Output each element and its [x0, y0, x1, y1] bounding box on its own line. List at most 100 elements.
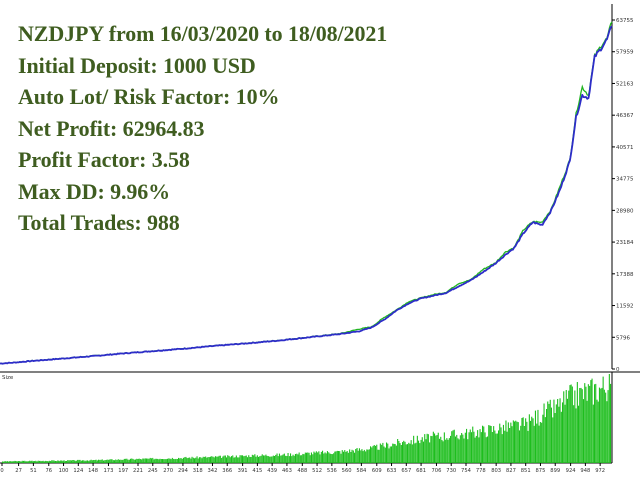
lots-xtick-label: 245	[148, 468, 158, 474]
lot-bar	[578, 405, 580, 463]
lot-bar	[186, 458, 188, 463]
lot-bar	[152, 457, 154, 463]
lot-bar	[115, 459, 117, 463]
lot-bar	[227, 455, 229, 463]
lot-bar	[544, 417, 546, 463]
lot-bar	[147, 458, 149, 463]
lot-bar	[2, 461, 4, 463]
lot-bar	[171, 457, 173, 463]
lot-bar	[576, 382, 578, 463]
lot-bar	[29, 460, 31, 463]
balance-ytick-label: 28980	[616, 208, 634, 214]
lot-bar	[421, 437, 423, 463]
lot-bar	[217, 456, 219, 463]
lot-bar	[363, 449, 365, 463]
stats-line-profit-factor: Profit Factor: 3.58	[18, 147, 190, 172]
lot-bar	[429, 442, 431, 463]
lot-bar	[34, 461, 36, 463]
lot-bar	[154, 458, 156, 463]
lot-bar	[70, 460, 72, 463]
lot-bar	[597, 401, 599, 463]
lot-bar	[99, 459, 101, 463]
lot-bar	[293, 455, 295, 463]
lot-bar	[213, 457, 215, 463]
lot-bar	[543, 403, 545, 463]
lot-bar	[603, 389, 605, 463]
lot-bar	[608, 374, 610, 463]
lot-bar	[405, 444, 407, 463]
lot-bar	[281, 455, 283, 463]
lot-bar	[330, 454, 332, 463]
lot-bar	[530, 420, 532, 463]
lot-bar	[319, 454, 321, 463]
lot-bar	[586, 400, 588, 463]
lot-bar	[282, 454, 284, 463]
lot-bar	[50, 461, 52, 463]
lot-bar	[48, 460, 50, 463]
lot-bar	[373, 445, 375, 463]
lot-bar	[205, 456, 207, 463]
lot-bar	[104, 460, 106, 463]
lot-bar	[174, 459, 176, 463]
lots-xtick-label: 100	[59, 468, 69, 474]
balance-ytick-label: 57959	[616, 50, 634, 56]
lot-bar	[191, 456, 193, 463]
lot-bar	[132, 458, 134, 463]
lot-bar	[312, 454, 314, 463]
lot-bar	[494, 430, 496, 463]
lot-bar	[64, 461, 66, 463]
lot-bar	[16, 461, 18, 463]
lot-bar	[176, 459, 178, 463]
balance-ytick-label: 5796	[616, 335, 630, 341]
lot-bar	[182, 457, 184, 463]
lots-xtick-label: 730	[446, 468, 456, 474]
lot-bar	[383, 446, 385, 463]
lot-bar	[370, 446, 372, 463]
lots-y-label: Size	[2, 375, 14, 381]
lots-xtick-label: 584	[356, 468, 367, 474]
lot-bar	[4, 461, 6, 463]
lot-bar	[361, 449, 363, 463]
lot-bar	[310, 452, 312, 463]
balance-ytick-label: 11592	[616, 304, 634, 310]
lot-bar	[158, 459, 160, 463]
lot-bar	[467, 439, 469, 463]
lot-bar	[379, 443, 381, 463]
stats-overlay: NZDJPY from 16/03/2020 to 18/08/2021 Ini…	[18, 18, 387, 239]
lot-bar	[590, 380, 592, 463]
stats-line-net-profit: Net Profit: 62964.83	[18, 115, 205, 141]
lot-bar	[442, 441, 444, 463]
lot-bar	[121, 459, 123, 463]
lot-bar	[432, 431, 434, 463]
lot-bar	[607, 390, 609, 463]
lot-bar	[581, 389, 583, 463]
lot-bar	[344, 450, 346, 463]
lot-bar	[288, 456, 290, 463]
lot-bar	[398, 441, 400, 463]
lot-bar	[498, 430, 500, 463]
lot-bar	[40, 460, 42, 463]
lot-bar	[339, 451, 341, 463]
lot-bar	[478, 437, 480, 463]
lot-bar	[137, 459, 139, 463]
balance-ytick-label: 23184	[616, 240, 634, 246]
lot-bar	[198, 457, 200, 463]
lot-bar	[168, 458, 170, 463]
lot-bar	[232, 455, 234, 463]
lot-bar	[261, 454, 263, 463]
lot-bar	[314, 452, 316, 463]
lot-bar	[386, 442, 388, 463]
lot-bar	[318, 451, 320, 463]
lot-bar	[504, 430, 506, 463]
lot-bar	[469, 429, 471, 463]
lot-bar	[415, 442, 417, 463]
lot-bar	[427, 434, 429, 463]
lots-xtick-label: 536	[327, 468, 337, 474]
lot-bar	[251, 454, 253, 463]
lots-xtick-label: 512	[312, 468, 322, 474]
lot-bar	[496, 433, 498, 463]
lots-xtick-label: 681	[416, 468, 426, 474]
lot-bar	[555, 404, 557, 463]
lot-bar	[352, 450, 354, 463]
lot-bar	[301, 455, 303, 463]
